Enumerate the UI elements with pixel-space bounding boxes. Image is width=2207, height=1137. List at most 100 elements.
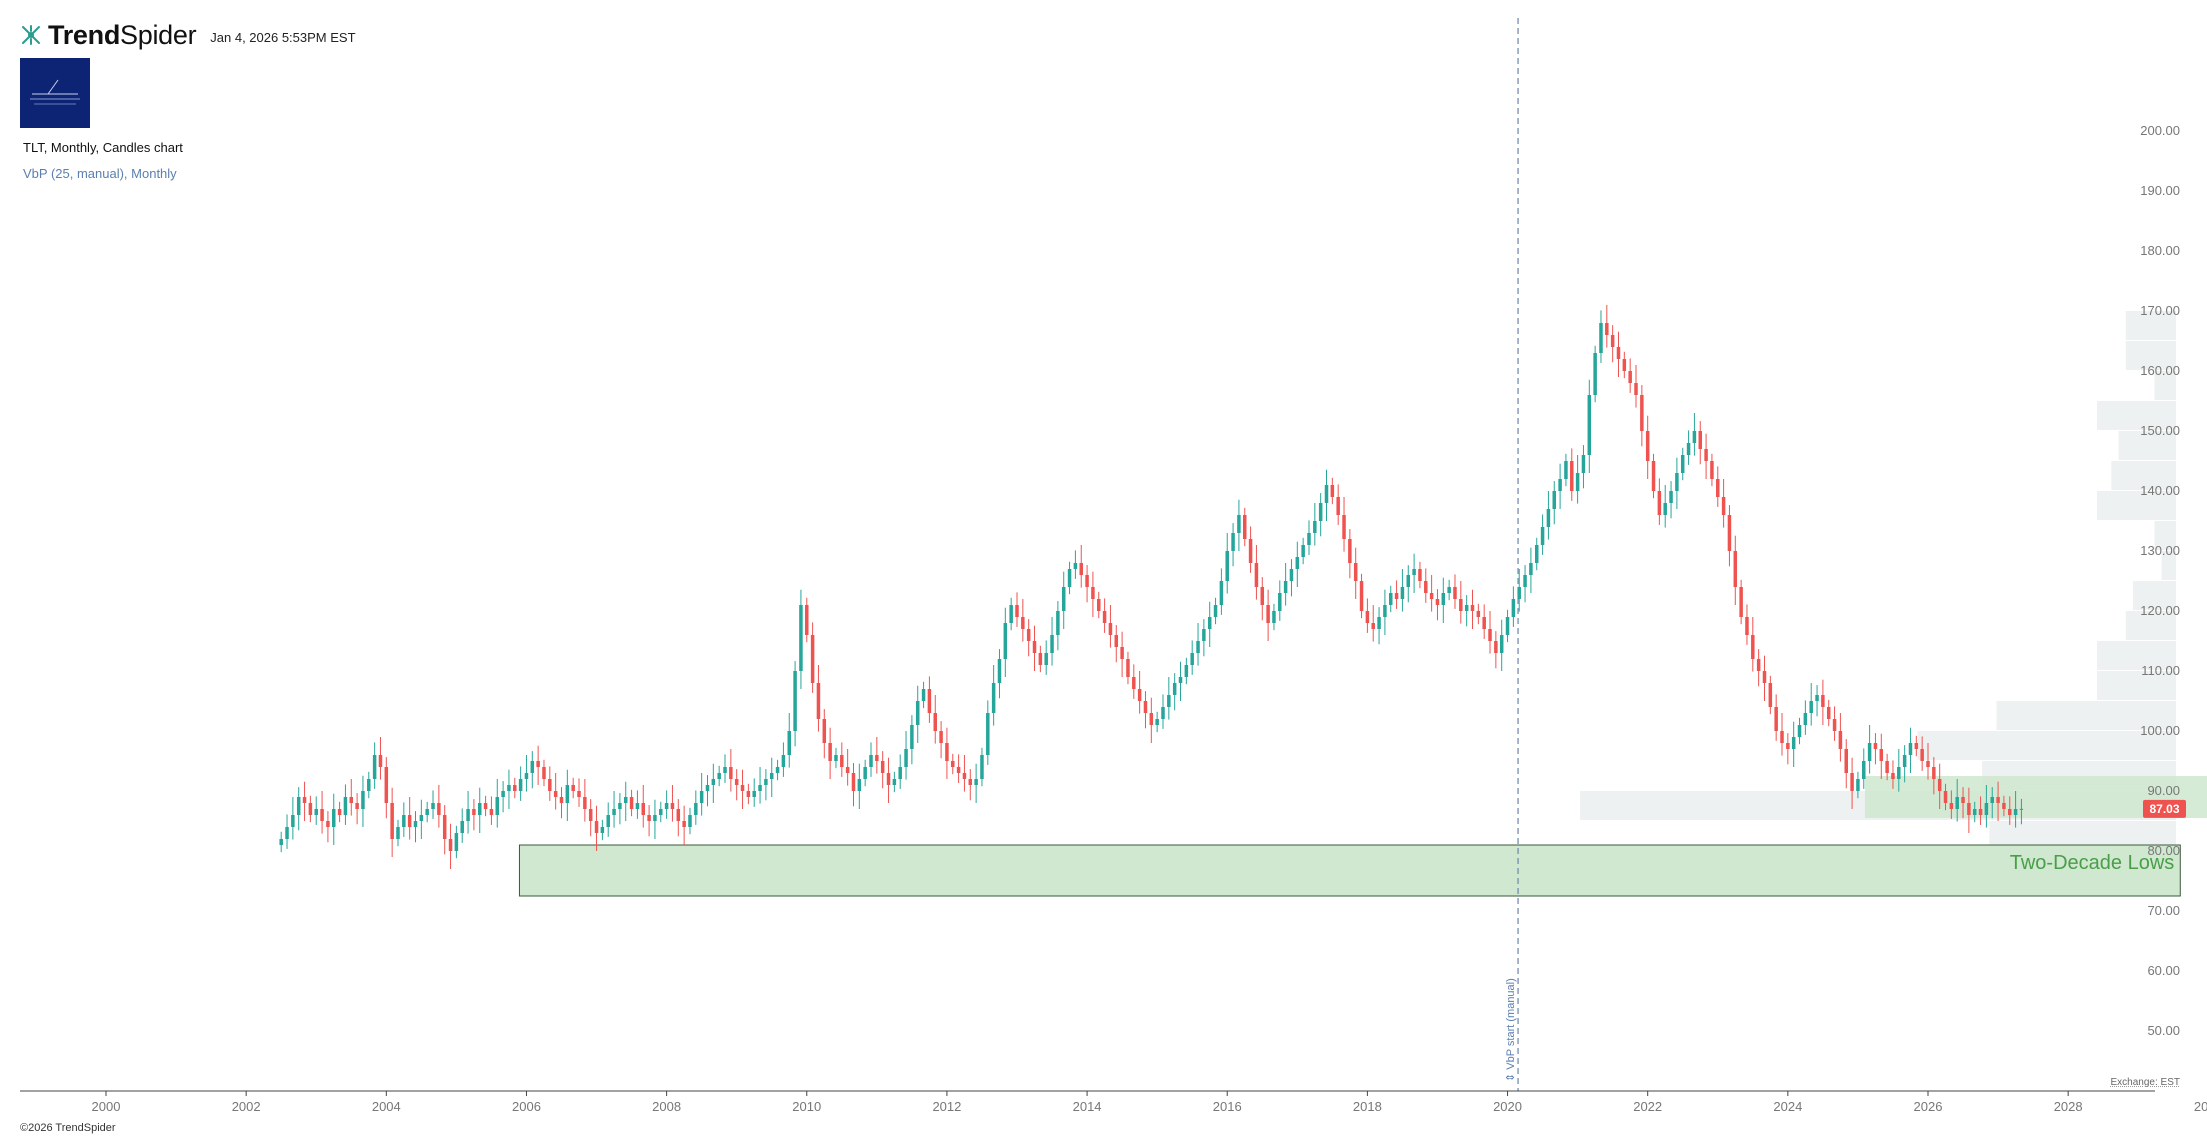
y-tick-label: 80.00 [2147, 843, 2180, 858]
x-tick-label: 2000 [92, 1099, 121, 1114]
x-tick-label: 2002 [232, 1099, 261, 1114]
candle-up [1669, 491, 1673, 503]
candle-up [752, 791, 756, 797]
candle-up [1196, 641, 1200, 653]
candle-down [437, 803, 441, 815]
candle-up [419, 815, 424, 821]
candle-down [1108, 623, 1113, 635]
candle-up [1295, 557, 1300, 569]
brand-name-rest: Spider [120, 19, 197, 50]
candle-down [1733, 551, 1738, 587]
candle-down [670, 803, 675, 809]
candle-down [816, 683, 821, 719]
candle-up [1546, 509, 1551, 527]
candle-up [705, 785, 710, 791]
candle-down [1348, 539, 1352, 563]
candle-up [1003, 623, 1008, 659]
last-price-tag: 87.03 [2143, 799, 2186, 818]
candle-up [1184, 665, 1189, 677]
publisher-logo [20, 58, 90, 128]
candle-down [810, 635, 815, 683]
exchange-timezone[interactable]: Exchange: EST [2110, 1077, 2180, 1088]
candle-down [647, 815, 651, 821]
candle-down [1570, 461, 1574, 491]
candle-down [1091, 587, 1095, 599]
candle-up [296, 797, 301, 815]
candle-down [822, 719, 827, 743]
candle-up [723, 767, 727, 773]
candle-down [577, 791, 581, 797]
candle-up [1178, 677, 1183, 683]
candle-up [910, 725, 914, 749]
candle-up [1050, 635, 1054, 653]
candle-up [2013, 809, 2018, 815]
indicator-legend-vbp[interactable]: VbP (25, manual), Monthly [23, 166, 177, 181]
candle-down [880, 761, 885, 773]
candle-down [513, 785, 517, 791]
candle-up [524, 773, 529, 779]
vbp-bar [2097, 671, 2176, 700]
candle-down [729, 767, 733, 779]
candle-up [2019, 808, 2024, 810]
candle-up [1809, 701, 1813, 713]
vbp-bar [2097, 641, 2176, 670]
candle-down [1774, 707, 1778, 731]
candle-up [980, 755, 984, 779]
candle-down [1721, 497, 1726, 515]
candle-up [1167, 695, 1171, 707]
candle-up [1897, 767, 1901, 779]
candle-up [1815, 695, 1819, 701]
candle-up [1289, 569, 1294, 581]
candle-down [390, 803, 394, 839]
vbp-bar [2132, 581, 2176, 610]
candle-up [1009, 605, 1013, 623]
candle-down [1079, 563, 1083, 575]
candle-down [1132, 677, 1136, 689]
x-tick-label: 2026 [1914, 1099, 1943, 1114]
y-tick-label: 130.00 [2140, 543, 2180, 558]
candle-down [384, 767, 389, 803]
candle-down [1873, 743, 1878, 749]
y-tick-label: 50.00 [2147, 1023, 2180, 1038]
candle-up [1464, 605, 1469, 611]
candle-up [1447, 587, 1451, 593]
x-tick-label: 2014 [1073, 1099, 1102, 1114]
vbp-start-marker-label: ⇕ VbP start (manual) [1505, 978, 1517, 1082]
y-tick-label: 100.00 [2140, 723, 2180, 738]
candle-up [1161, 707, 1165, 719]
vbp-bar [1917, 731, 2176, 760]
candle-down [355, 803, 359, 809]
candle-down [840, 755, 844, 767]
candle-down [1353, 563, 1358, 581]
candle-down [308, 803, 313, 815]
candle-up [1552, 491, 1557, 509]
vbp-bar [2125, 611, 2176, 640]
candle-down [553, 791, 558, 797]
candle-up [915, 701, 920, 725]
candle-up [460, 821, 464, 833]
x-tick-label: 2016 [1213, 1099, 1242, 1114]
candle-down [542, 767, 546, 779]
candle-up [361, 791, 365, 809]
last-price-tag-bg [2143, 799, 2186, 818]
vbp-bar [2118, 431, 2176, 460]
candle-up [291, 815, 295, 827]
candle-up [1803, 713, 1808, 725]
candle-down [1710, 461, 1714, 479]
y-tick-label: 140.00 [2140, 483, 2180, 498]
x-tick-label: 2030 [2194, 1099, 2207, 1114]
candle-up [904, 749, 908, 767]
candle-down [1780, 731, 1784, 743]
candle-down [1032, 641, 1037, 653]
candle-down [1242, 515, 1247, 539]
candle-up [1686, 443, 1691, 455]
brand-name-bold: Trend [48, 19, 121, 50]
candle-down [1342, 515, 1346, 539]
candle-up [758, 785, 762, 791]
candle-down [1879, 749, 1884, 761]
candle-up [1990, 797, 1994, 803]
y-tick-label: 170.00 [2140, 303, 2180, 318]
candle-down [1476, 611, 1481, 617]
vbp-bar [2161, 551, 2176, 580]
